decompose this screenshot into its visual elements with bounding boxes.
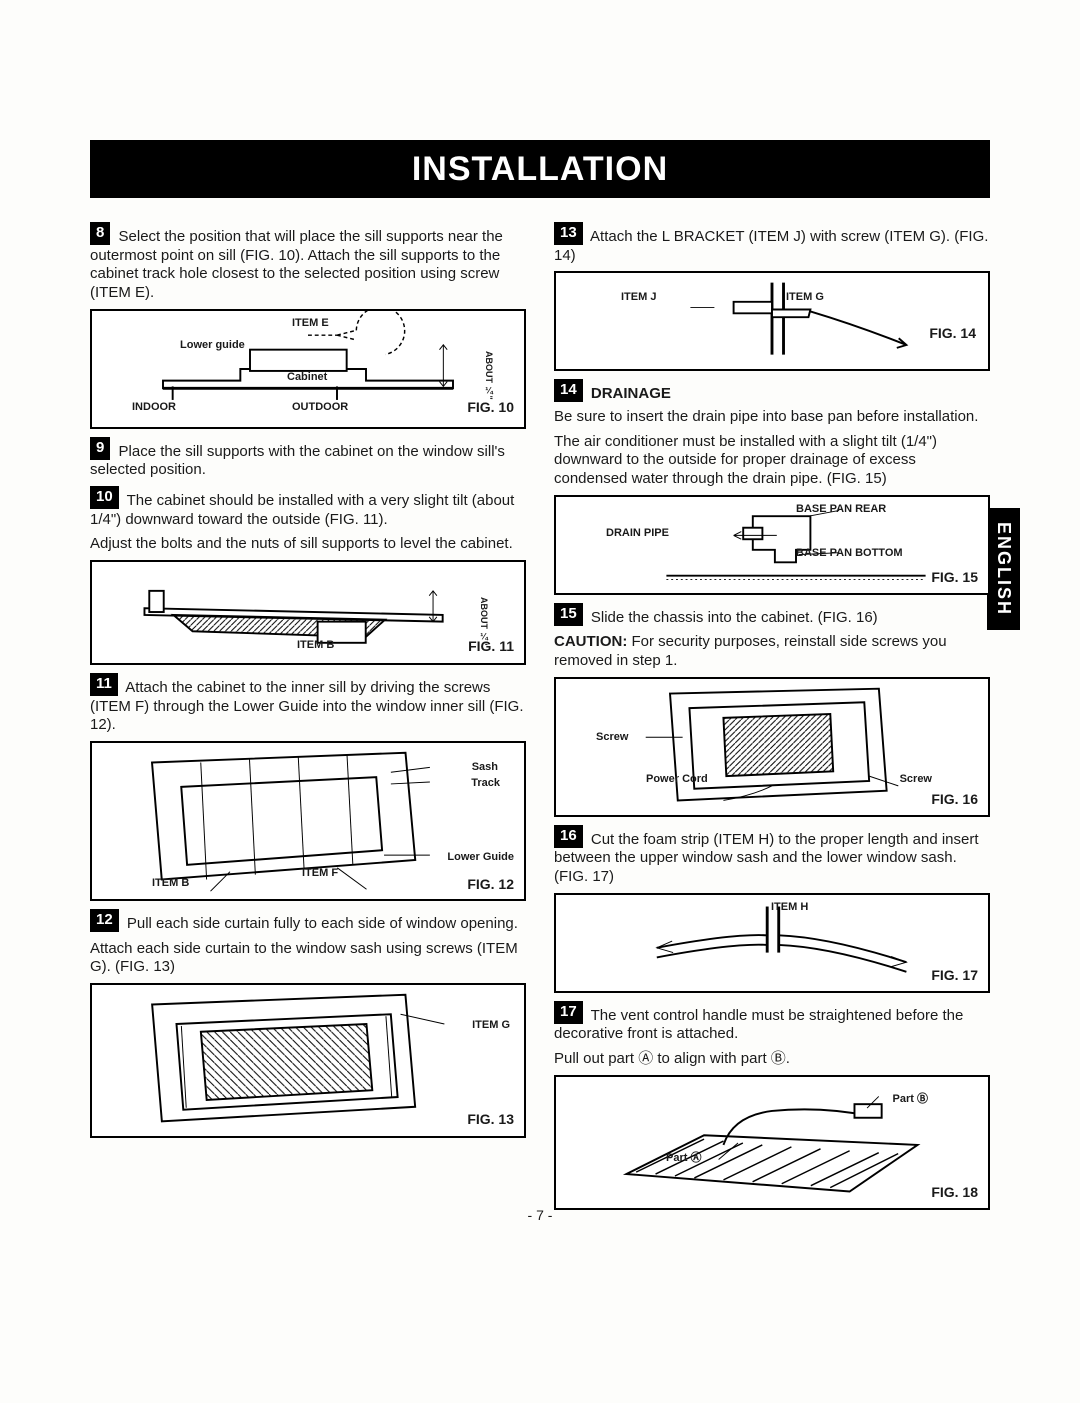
fig18-part-b: Part Ⓑ (893, 1093, 928, 1107)
figure-17: ITEM H FIG. 17 (554, 893, 990, 993)
step-15-caution: CAUTION: For security purposes, reinstal… (554, 633, 990, 671)
fig15-label: FIG. 15 (931, 569, 978, 587)
fig15-rear: BASE PAN REAR (796, 503, 886, 517)
step-11-icon: 11 (90, 673, 118, 696)
fig12-label: FIG. 12 (467, 876, 514, 894)
fig16-label: FIG. 16 (931, 791, 978, 809)
figure-14: ITEM J ITEM G FIG. 14 (554, 271, 990, 371)
step-15-para: 15 Slide the chassis into the cabinet. (… (554, 603, 990, 628)
fig13-label: FIG. 13 (467, 1111, 514, 1129)
figure-15-svg (556, 497, 988, 593)
fig18-label: FIG. 18 (931, 1184, 978, 1202)
step-17-icon: 17 (554, 1001, 583, 1024)
step-11-text: Attach the cabinet to the inner sill by … (90, 679, 524, 734)
section-title: INSTALLATION (412, 150, 668, 189)
step-13-para: 13 Attach the L BRACKET (ITEM J) with sc… (554, 222, 990, 265)
section-title-bar: INSTALLATION (90, 140, 990, 198)
step-8-icon: 8 (90, 222, 110, 245)
figure-11: ITEM B ABOUT ¼" FIG. 11 (90, 560, 526, 665)
step-12-para: 12 Pull each side curtain fully to each … (90, 909, 526, 934)
fig16-screw-l: Screw (596, 731, 628, 745)
page-number: - 7 - (0, 1207, 1080, 1223)
fig18-part-a: Part Ⓐ (666, 1152, 701, 1166)
step-10-para: 10 The cabinet should be installed with … (90, 486, 526, 529)
fig15-bottom: BASE PAN BOTTOM (796, 547, 903, 561)
fig12-item-b: ITEM B (152, 877, 189, 891)
step-17-para2: Pull out part Ⓐ to align with part Ⓑ. (554, 1050, 990, 1069)
fig10-lower-guide: Lower guide (180, 339, 245, 353)
drainage-heading: 14 DRAINAGE (554, 379, 990, 404)
language-tab: ENGLISH (987, 508, 1020, 630)
fig13-item-g: ITEM G (472, 1019, 510, 1033)
manual-page: INSTALLATION ENGLISH 8 Select the positi… (0, 0, 1080, 1403)
step-13-text: Attach the L BRACKET (ITEM J) with screw… (554, 228, 988, 264)
fig10-outdoor: OUTDOOR (292, 401, 348, 415)
step-17-para: 17 The vent control handle must be strai… (554, 1001, 990, 1044)
fig16-powercord: Power Cord (646, 773, 708, 787)
step-10-text1: The cabinet should be installed with a v… (90, 492, 514, 528)
step-12-para2: Attach each side curtain to the window s… (90, 940, 526, 978)
two-column-layout: 8 Select the position that will place th… (90, 218, 990, 1218)
figure-13-svg (92, 985, 524, 1136)
fig14-item-g: ITEM G (786, 291, 824, 305)
fig14-label: FIG. 14 (929, 325, 976, 343)
step-16-text: Cut the foam strip (ITEM H) to the prope… (554, 831, 979, 886)
step-12-icon: 12 (90, 909, 119, 932)
language-tab-label: ENGLISH (994, 522, 1014, 616)
step-12-text1: Pull each side curtain fully to each sid… (127, 915, 518, 932)
figure-14-svg (556, 273, 988, 369)
figure-15: DRAIN PIPE BASE PAN REAR BASE PAN BOTTOM… (554, 495, 990, 595)
fig11-item-b: ITEM B (297, 639, 334, 653)
fig12-track: Track (471, 777, 500, 791)
fig10-cabinet: Cabinet (287, 371, 327, 385)
fig10-item-e: ITEM E (292, 317, 329, 331)
figure-16-svg (556, 679, 988, 815)
fig10-about: ABOUT ¼" (483, 351, 494, 400)
right-column: 13 Attach the L BRACKET (ITEM J) with sc… (554, 218, 990, 1218)
step-16-icon: 16 (554, 825, 583, 848)
caution-label: CAUTION: (554, 633, 627, 650)
step-15-text1: Slide the chassis into the cabinet. (FIG… (591, 609, 878, 626)
step-14-icon: 14 (554, 379, 583, 402)
step-14-p2: The air conditioner must be installed wi… (554, 433, 990, 489)
fig12-sash: Sash (472, 761, 498, 775)
step-17-text1: The vent control handle must be straight… (554, 1007, 963, 1043)
step-14-p1: Be sure to insert the drain pipe into ba… (554, 408, 990, 427)
fig12-lower-guide: Lower Guide (447, 851, 514, 865)
step-13-icon: 13 (554, 222, 583, 245)
fig16-screw-r: Screw (900, 773, 932, 787)
step-11-para: 11 Attach the cabinet to the inner sill … (90, 673, 526, 735)
drainage-label: DRAINAGE (591, 385, 671, 402)
figure-16: Screw Power Cord Screw FIG. 16 (554, 677, 990, 817)
fig14-item-j: ITEM J (621, 291, 656, 305)
figure-10: ITEM E Lower guide Cabinet INDOOR OUTDOO… (90, 309, 526, 429)
left-column: 8 Select the position that will place th… (90, 218, 526, 1218)
step-10-icon: 10 (90, 486, 119, 509)
figure-18: Part Ⓐ Part Ⓑ FIG. 18 (554, 1075, 990, 1210)
fig15-drainpipe: DRAIN PIPE (606, 527, 669, 541)
step-16-para: 16 Cut the foam strip (ITEM H) to the pr… (554, 825, 990, 887)
step-9-text: Place the sill supports with the cabinet… (90, 443, 505, 479)
figure-12: Sash Track Lower Guide ITEM B ITEM F FIG… (90, 741, 526, 901)
fig12-item-f: ITEM F (302, 867, 338, 881)
fig11-label: FIG. 11 (468, 638, 514, 656)
fig17-item-h: ITEM H (771, 901, 808, 915)
figure-13: ITEM G FIG. 13 (90, 983, 526, 1138)
fig17-label: FIG. 17 (931, 967, 978, 985)
fig10-label: FIG. 10 (467, 399, 514, 417)
step-8-text: Select the position that will place the … (90, 228, 503, 301)
step-15-icon: 15 (554, 603, 583, 626)
step-9-para: 9 Place the sill supports with the cabin… (90, 437, 526, 480)
step-8-para: 8 Select the position that will place th… (90, 222, 526, 303)
fig10-indoor: INDOOR (132, 401, 176, 415)
step-10-para2: Adjust the bolts and the nuts of sill su… (90, 535, 526, 554)
step-9-icon: 9 (90, 437, 110, 460)
